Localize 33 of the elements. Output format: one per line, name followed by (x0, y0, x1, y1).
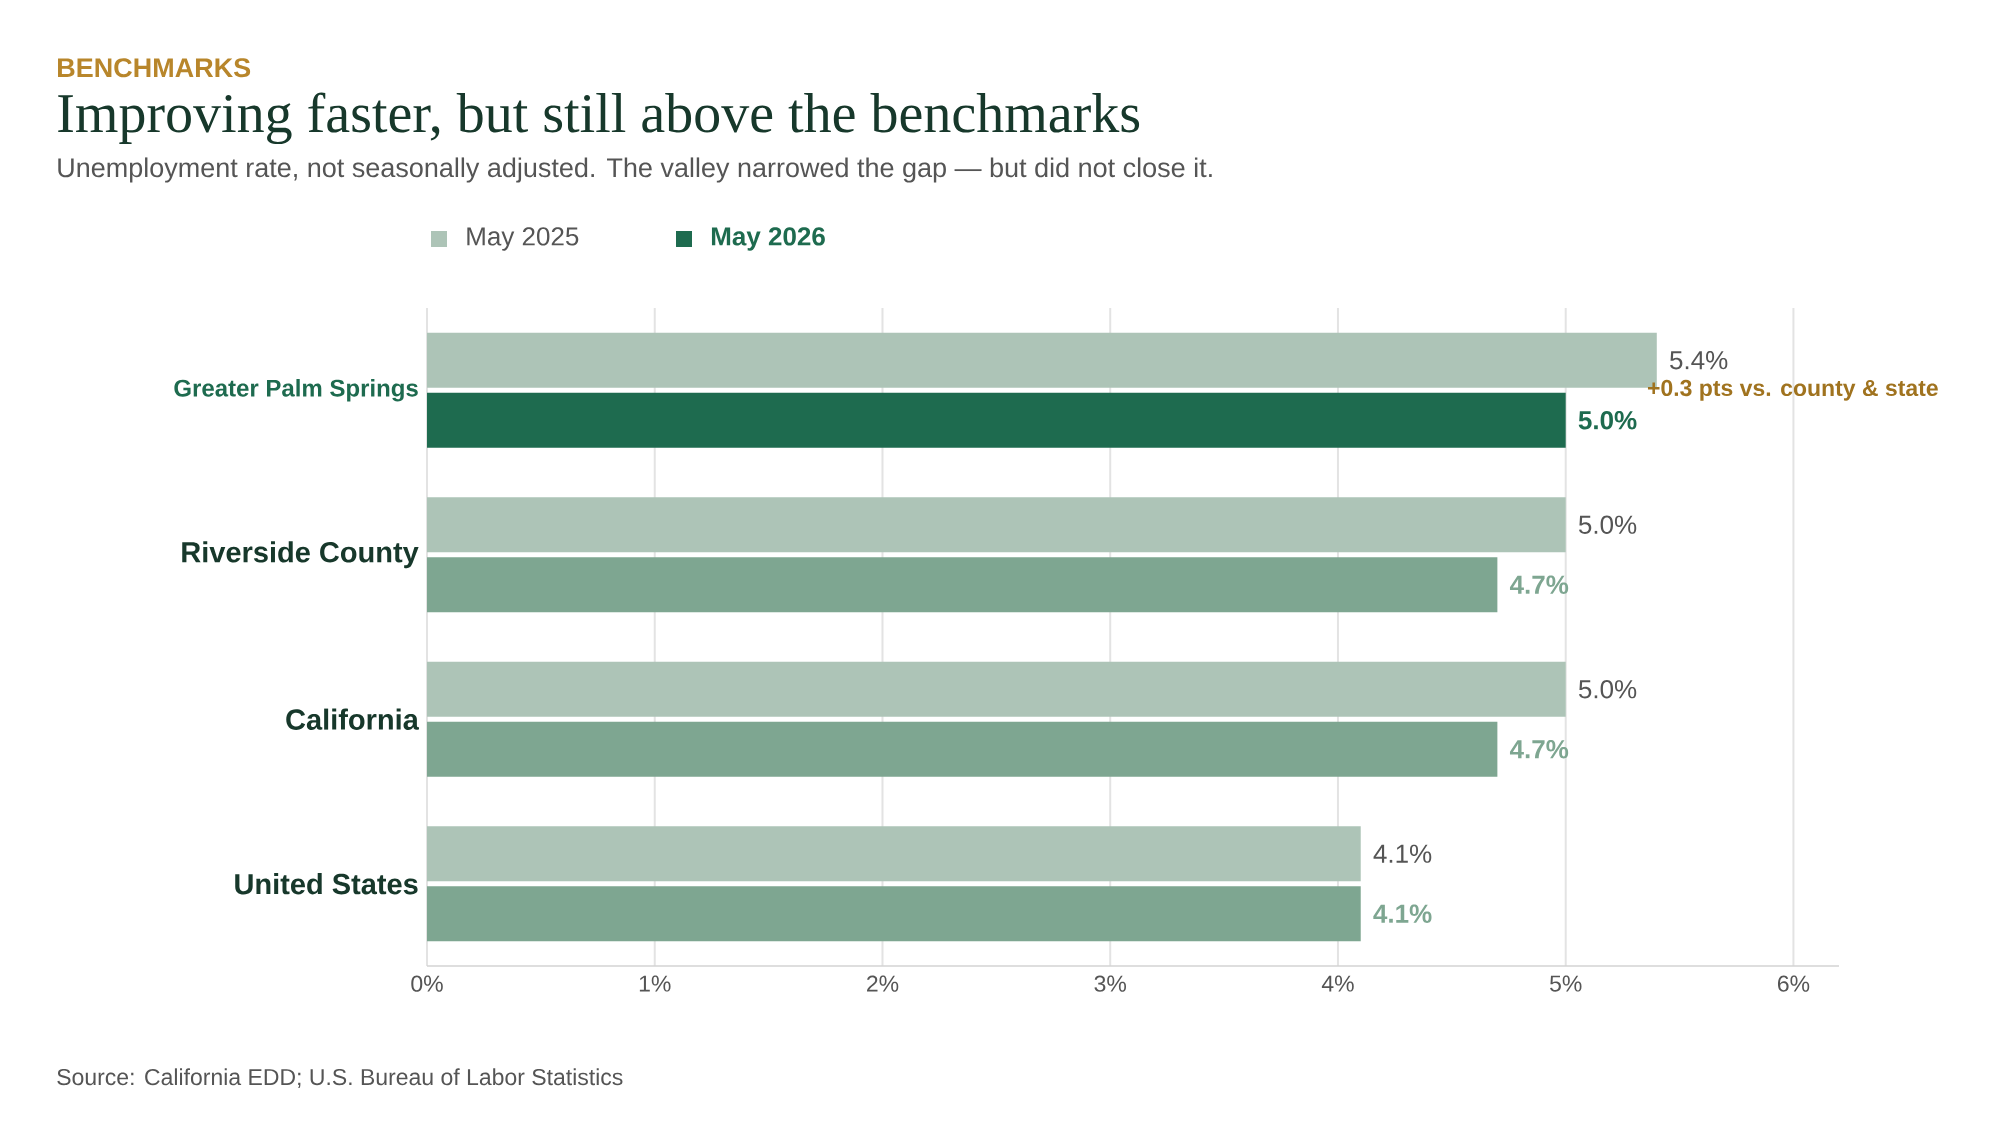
bar (427, 557, 1498, 613)
chart-subtitle: Unemployment rate, not seasonally adjusted. The valley narrowed the gap — but did not close it. (58, 157, 1212, 183)
text: BENCHMARKS (58, 58, 251, 78)
legend-label: May 2026 (711, 227, 825, 251)
data-label: 5.0% (1578, 680, 1637, 699)
x-tick-label: 1% (639, 975, 671, 992)
x-tick-label: 4% (1321, 975, 1354, 992)
data-label: 5.4% (1670, 351, 1728, 370)
bar (427, 721, 1498, 777)
bar (427, 886, 1361, 942)
y-tick-label: California (286, 708, 419, 730)
data-label: 4.7% (1509, 740, 1569, 759)
x-tick-label: 2% (867, 975, 899, 992)
x-tick-label: 6% (1777, 975, 1810, 992)
annotation: +0.3 pts vs. county & state (1647, 379, 1938, 401)
legend-label: May 2025 (467, 227, 579, 251)
bar (427, 826, 1361, 882)
y-tick-label: United States (235, 873, 418, 895)
y-tick-label: Riverside County (182, 541, 419, 569)
chart-title: Improving faster, but still above the benchmarks (58, 92, 1140, 145)
source-note: Source: California EDD; U.S. Bureau of Labor Statistics (57, 1068, 623, 1088)
y-tick-label: Greater Palm Springs (174, 379, 418, 402)
data-label: 5.0% (1578, 411, 1637, 430)
x-tick-label: 0% (411, 975, 443, 992)
x-tick-label: 3% (1094, 975, 1127, 992)
data-label: 5.0% (1578, 515, 1637, 534)
bar (427, 392, 1566, 448)
data-label: 4.1% (1373, 904, 1432, 923)
x-tick-label: 5% (1550, 975, 1582, 992)
data-label: 4.7% (1509, 575, 1569, 594)
bar (427, 497, 1566, 553)
bar (427, 661, 1566, 717)
data-label: 4.1% (1373, 844, 1432, 863)
